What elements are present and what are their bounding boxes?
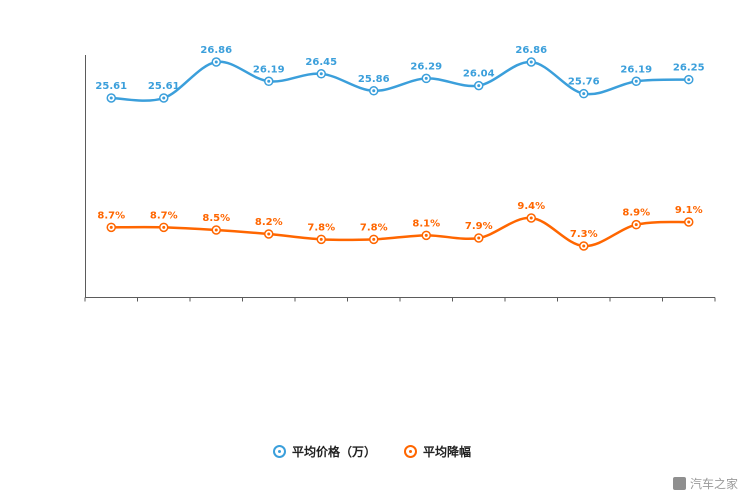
legend-item-avg-discount[interactable]: 平均降幅 xyxy=(404,443,471,460)
watermark-text: 汽车之家 xyxy=(689,477,738,491)
legend-label-avg-discount: 平均降幅 xyxy=(423,445,472,459)
svg-text:8.9%: 8.9% xyxy=(622,208,650,219)
legend-item-avg-price[interactable]: 平均价格（万） xyxy=(272,443,376,460)
svg-text:8.1%: 8.1% xyxy=(412,218,440,229)
svg-text:8.2%: 8.2% xyxy=(255,217,283,228)
svg-text:25.76: 25.76 xyxy=(568,77,600,88)
svg-text:26.86: 26.86 xyxy=(515,45,547,56)
svg-text:26.19: 26.19 xyxy=(253,64,285,75)
svg-text:25.86: 25.86 xyxy=(358,74,390,85)
svg-text:8.7%: 8.7% xyxy=(97,210,125,221)
legend-marker-avg-price-icon xyxy=(272,445,286,458)
svg-text:8.5%: 8.5% xyxy=(202,213,230,224)
svg-text:25.61: 25.61 xyxy=(95,81,127,92)
svg-text:9.1%: 9.1% xyxy=(675,205,703,216)
svg-text:25.61: 25.61 xyxy=(148,81,180,92)
svg-text:26.45: 26.45 xyxy=(305,57,337,68)
autohome-logo-icon xyxy=(672,477,686,490)
svg-text:9.4%: 9.4% xyxy=(517,201,545,212)
chart-legend: 平均价格（万） 平均降幅 xyxy=(0,443,744,460)
svg-text:26.86: 26.86 xyxy=(200,45,232,56)
legend-marker-avg-discount-icon xyxy=(404,445,417,458)
legend-label-avg-price: 平均价格（万） xyxy=(291,445,376,459)
svg-text:7.8%: 7.8% xyxy=(307,222,335,233)
svg-text:26.29: 26.29 xyxy=(410,61,442,72)
svg-text:26.04: 26.04 xyxy=(463,69,495,80)
svg-text:7.3%: 7.3% xyxy=(570,229,598,240)
svg-text:8.7%: 8.7% xyxy=(150,210,178,221)
svg-text:7.9%: 7.9% xyxy=(465,221,493,232)
svg-text:26.25: 26.25 xyxy=(673,63,705,74)
watermark: 汽车之家 xyxy=(672,475,738,492)
svg-text:7.8%: 7.8% xyxy=(360,222,388,233)
svg-text:26.19: 26.19 xyxy=(620,64,652,75)
